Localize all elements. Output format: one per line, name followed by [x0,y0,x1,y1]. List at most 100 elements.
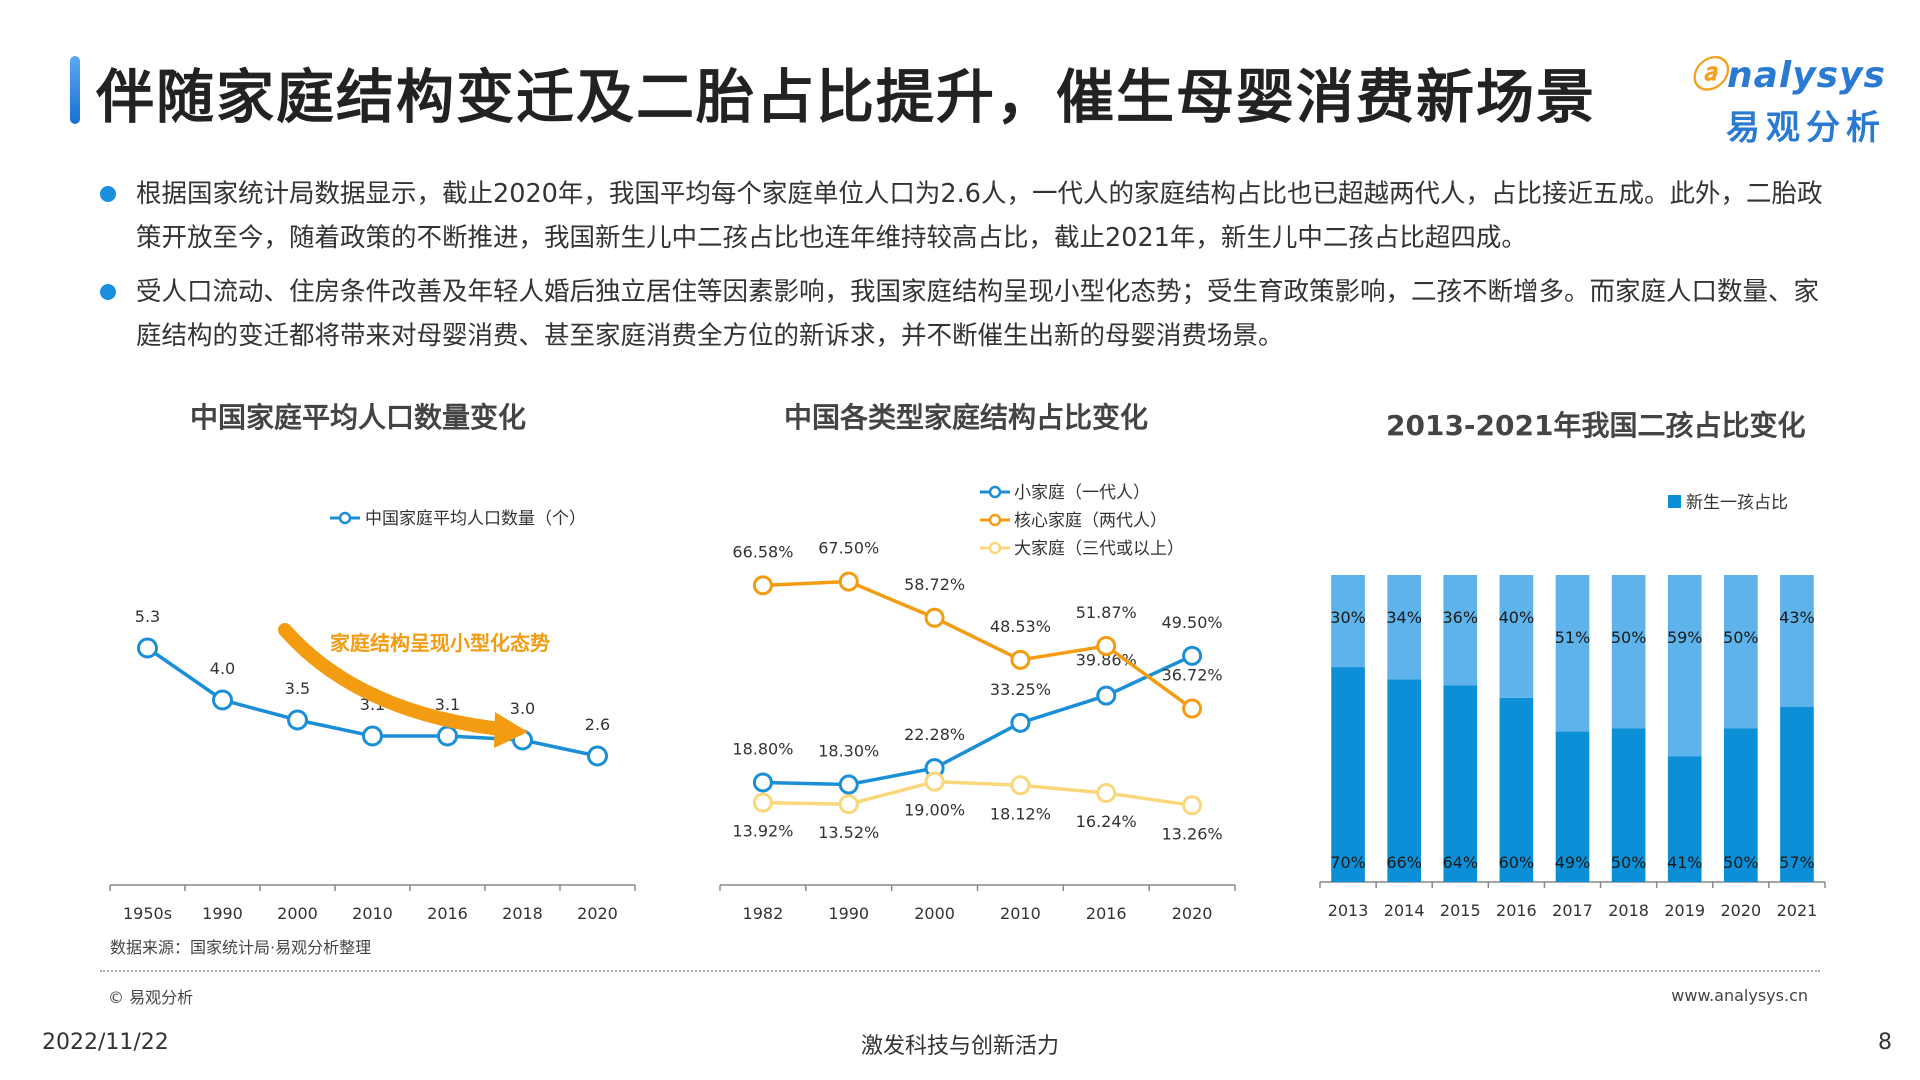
bullet-text: 受人口流动、住房条件改善及年轻人婚后独立居住等因素影响，我国家庭结构呈现小型化态… [136,277,1820,351]
bar-second-child-label: 43% [1779,608,1815,627]
bullet-item: 根据国家统计局数据显示，截止2020年，我国平均每个家庭单位人口为2.6人，一代… [100,172,1840,260]
x-tick-label: 2000 [277,904,318,923]
series-point-1 [924,607,945,628]
bar-first-child [1443,685,1478,882]
bar-second-child [1780,575,1814,708]
series-point-0 [1096,685,1117,706]
chart2-title: 中国各类型家庭结构占比变化 [784,401,1149,434]
bullet-item: 受人口流动、住房条件改善及年轻人婚后独立居住等因素影响，我国家庭结构呈现小型化态… [100,270,1840,358]
household-size-label: 3.5 [285,679,310,698]
bar-first-child [1724,728,1758,882]
bar-second-child [1443,575,1478,686]
series-value-label: 13.52% [818,823,879,842]
series-value-label: 58.72% [904,575,965,594]
household-size-point [587,745,608,767]
x-tick-label: 2010 [1000,904,1041,923]
bar-second-child [1331,575,1365,668]
legend-marker-icon [988,541,1002,555]
series-value-label: 18.12% [990,804,1051,823]
bullet-dot-icon [100,284,116,300]
chart2-household-structure: 1982 1990 2000 2010 2016 2020 18.80% 18.30% 22.2… [719,483,1236,923]
chart3-title: 2013-2021年我国二孩占比变化 [1386,409,1806,442]
household-size-label: 5.3 [135,607,160,626]
series-point-1 [752,575,773,596]
trend-arrow-shaft [278,623,517,737]
series-value-label: 33.25% [990,680,1051,699]
household-size-label: 2.6 [585,715,610,734]
logo-english-text: nalysys [1726,55,1886,96]
legend-marker-icon [338,511,352,525]
legend-label: 中国家庭平均人口数量（个） [365,509,586,529]
series-point-0 [1182,645,1203,666]
series-point-1 [1096,636,1117,657]
series-point-0 [838,774,859,795]
household-size-label: 3.1 [435,695,460,714]
analysys-logo: ⓐnalysys 易观分析 [1690,46,1886,149]
bullet-dot-icon [100,186,116,202]
series-value-label: 49.50% [1162,613,1223,632]
trend-annotation: 家庭结构呈现小型化态势 [330,631,550,655]
series-point-1 [838,571,859,592]
page-title: 伴随家庭结构变迁及二胎占比提升，催生母婴消费新场景 [96,63,1597,131]
series-line-1 [762,579,1194,710]
x-tick-label: 1950s [123,904,172,923]
bar-first-child [1611,728,1646,882]
series-value-label: 18.80% [732,739,793,758]
bar-second-child-label: 34% [1386,608,1422,627]
x-tick-label: 2016 [427,904,468,923]
series-value-label: 13.92% [732,822,793,841]
bar-second-child-label: 50% [1723,628,1759,647]
x-tick-label: 1982 [743,904,784,923]
series-value-label: 16.24% [1076,812,1137,831]
bar-first-child [1387,679,1421,882]
logo-english: ⓐnalysys [1690,46,1886,98]
bar-first-child-label: 57% [1779,853,1815,872]
title-accent-bar [70,56,80,124]
household-size-point [212,689,233,711]
x-tick-label: 2018 [502,904,543,923]
x-tick-label: 2013 [1328,901,1369,920]
bar-first-child-label: 41% [1667,853,1703,872]
x-tick-label: 1990 [202,904,243,923]
x-tick-label: 2000 [914,904,955,923]
footer-date: 2022/11/22 [42,1030,169,1055]
trend-arrowhead-icon [494,712,528,748]
bar-first-child [1499,697,1534,882]
household-size-point [437,725,458,747]
bar-second-child-label: 59% [1667,628,1703,647]
chart1-average-household-size: 1950s 1990 2000 2010 2016 2018 2020 5.3 4.0 3.5 3.… [109,509,636,923]
bar-second-child-label: 30% [1330,608,1366,627]
x-tick-label: 2015 [1440,901,1481,920]
series-value-label: 51.87% [1076,603,1137,622]
bar-first-child [1780,707,1814,882]
data-source-note: 数据来源：国家统计局·易观分析整理 [110,938,372,957]
series-line-0 [762,654,1193,787]
chart1-title: 中国家庭平均人口数量变化 [190,401,527,434]
bar-second-child [1611,575,1646,729]
x-tick-label: 1990 [828,904,869,923]
copyright-text: © 易观分析 [108,988,194,1007]
bullet-list: 根据国家统计局数据显示，截止2020年，我国平均每个家庭单位人口为2.6人，一代… [100,172,1840,368]
x-tick-label: 2017 [1552,901,1593,920]
website-link[interactable]: www.analysys.cn [1671,986,1808,1005]
x-tick-label: 2018 [1608,901,1649,920]
legend-label: 核心家庭（两代人） [1014,511,1167,531]
household-size-label: 4.0 [210,659,235,678]
series-value-label: 13.26% [1162,824,1223,843]
series-point-2 [838,794,859,815]
logo-o-icon: ⓐ [1689,55,1727,96]
legend-swatch-icon [1668,495,1681,508]
series-value-label: 67.50% [818,539,879,558]
bar-first-child-label: 70% [1330,853,1366,872]
bar-second-child-label: 36% [1442,608,1478,627]
x-tick-label: 2019 [1664,901,1705,920]
bullet-text: 根据国家统计局数据显示，截止2020年，我国平均每个家庭单位人口为2.6人，一代… [136,179,1823,253]
series-point-2 [1010,775,1031,796]
series-point-2 [924,771,945,792]
bar-second-child-label: 51% [1555,628,1591,647]
bar-first-child-label: 50% [1611,853,1647,872]
series-point-2 [752,792,773,813]
chart3-second-child-share: 2013 2014 2015 2016 2017 2018 2019 2020 2021 70% 3… [1319,493,1826,920]
series-value-label: 36.72% [1162,666,1223,685]
bar-first-child-label: 64% [1442,853,1478,872]
